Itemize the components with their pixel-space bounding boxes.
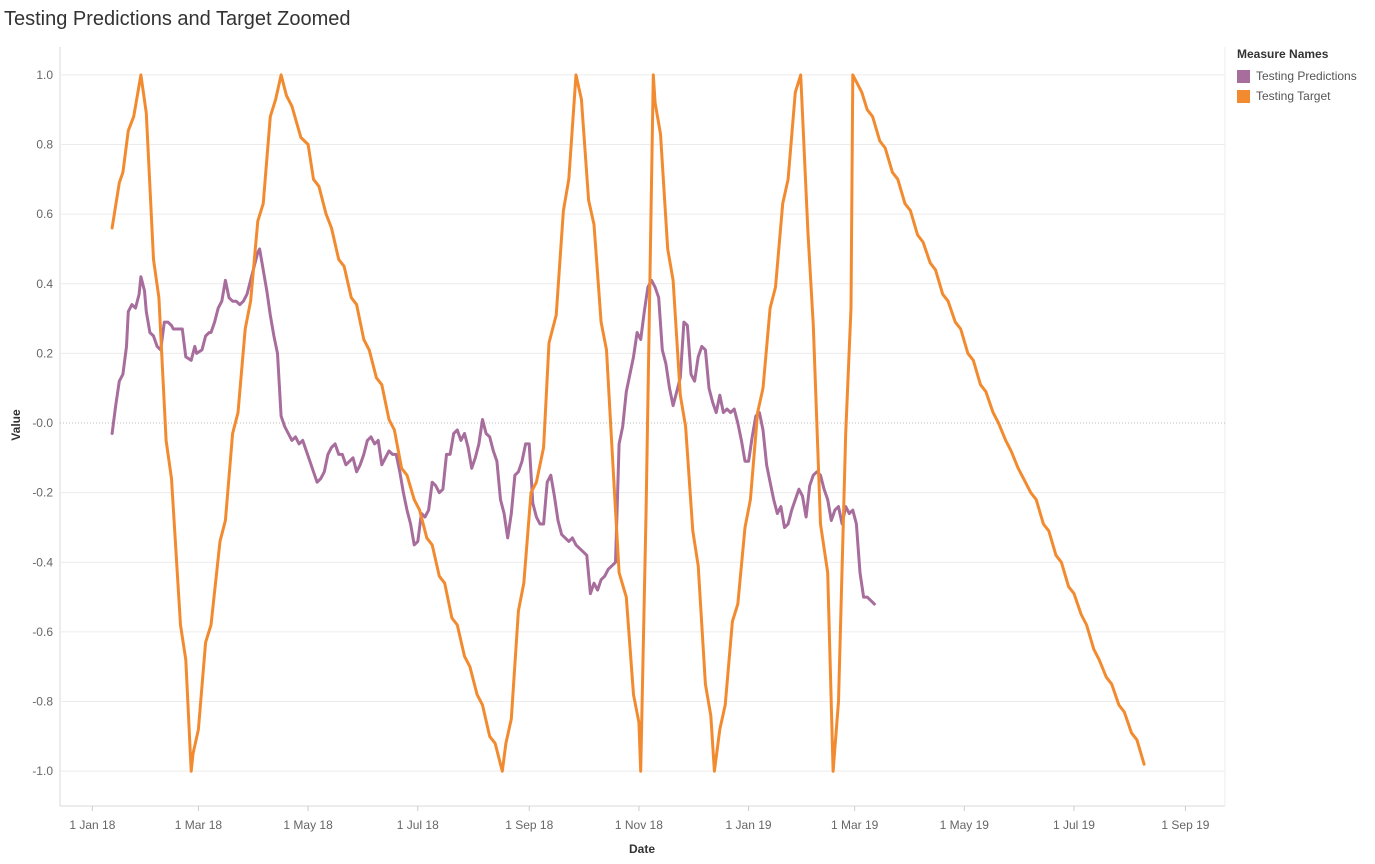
y-tick-label: 0.4	[36, 277, 53, 291]
y-axis-ticks: 1.0 0.8 0.6 0.4 0.2 -0.0 -0.2 -0.4 -0.6 -0.8 -1.0	[32, 68, 53, 778]
legend-item-testing-target[interactable]: Testing Target	[1237, 86, 1357, 106]
chart-title: Testing Predictions and Target Zoomed	[4, 8, 351, 30]
x-tick-label: 1 Jul 18	[397, 818, 439, 832]
x-tick-label: 1 May 19	[940, 818, 990, 832]
y-tick-label: 0.6	[36, 207, 53, 221]
x-tick-label: 1 Jan 19	[726, 818, 772, 832]
x-tick-label: 1 Mar 19	[831, 818, 879, 832]
legend-item-testing-predictions[interactable]: Testing Predictions	[1237, 66, 1357, 86]
y-tick-label: -0.0	[32, 416, 53, 430]
x-tick-label: 1 Sep 19	[1161, 818, 1209, 832]
line-chart: 1.00.80.60.40.2-0.0-0.2-0.4-0.6-0.8-1.0 …	[9, 47, 1226, 856]
x-axis-ticks: 1 Jan 18 1 Mar 18 1 May 18 1 Jul 18 1 Sep 18…	[69, 806, 1210, 832]
x-tick-label: 1 May 18	[283, 818, 333, 832]
x-tick-label: 1 Jul 19	[1053, 818, 1095, 832]
y-tick-label: -0.8	[32, 695, 53, 709]
legend-label-predictions: Testing Predictions	[1256, 69, 1357, 83]
legend-swatch-predictions	[1237, 69, 1250, 83]
legend-swatch-target	[1237, 89, 1250, 103]
y-tick-label: -0.2	[32, 486, 53, 500]
x-tick-label: 1 Mar 18	[175, 818, 223, 832]
series-line-testing-target[interactable]	[110, 73, 1146, 773]
x-tick-label: 1 Sep 18	[505, 818, 553, 832]
y-tick-label: -0.6	[32, 625, 53, 639]
legend: Measure Names Testing Predictions Testin…	[1237, 47, 1357, 106]
series-lines	[110, 73, 1146, 773]
y-tick-label: -0.4	[32, 555, 53, 569]
y-tick-label: 1.0	[36, 68, 53, 82]
y-axis-label: Value	[9, 409, 23, 441]
x-axis-label: Date	[629, 842, 655, 856]
y-tick-label: -1.0	[32, 764, 53, 778]
y-tick-label: 0.8	[36, 137, 53, 151]
legend-title: Measure Names	[1237, 47, 1329, 61]
x-tick-label: 1 Nov 18	[615, 818, 663, 832]
x-tick-label: 1 Jan 18	[69, 818, 115, 832]
series-line-testing-predictions[interactable]	[110, 247, 876, 606]
legend-label-target: Testing Target	[1256, 89, 1331, 103]
y-tick-label: 0.2	[36, 346, 53, 360]
